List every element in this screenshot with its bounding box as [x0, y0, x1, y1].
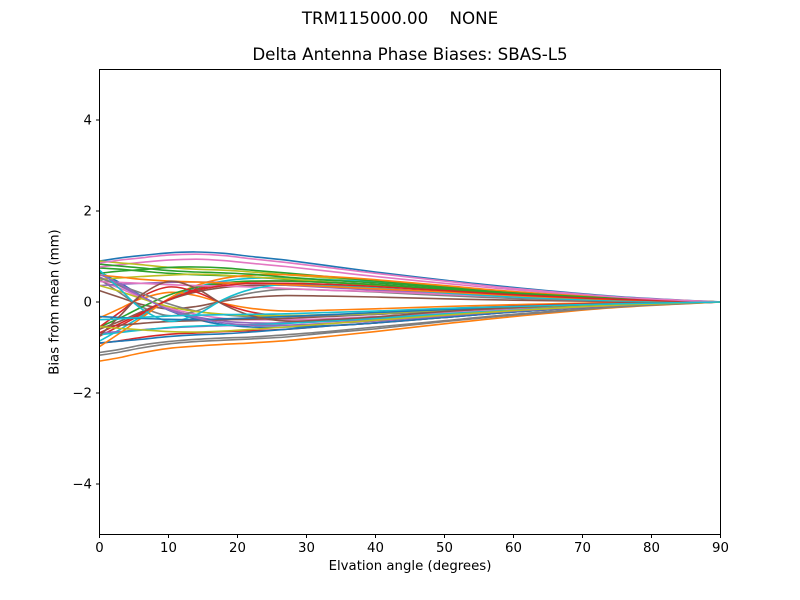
y-tick-label: −4	[72, 478, 92, 493]
series-line	[99, 301, 721, 354]
series-line	[99, 263, 721, 303]
x-tick-label: 20	[229, 541, 246, 556]
x-axis-label: Elvation angle (degrees)	[328, 559, 492, 574]
x-tick-label: 70	[574, 541, 591, 556]
series-line	[99, 273, 721, 348]
series-line	[99, 289, 721, 310]
y-tick-label: 4	[84, 114, 92, 129]
series-line	[99, 258, 721, 303]
series-line	[99, 291, 721, 319]
x-tick-label: 60	[505, 541, 522, 556]
y-tick-label: 0	[84, 296, 92, 311]
series-line	[99, 301, 721, 321]
series-line	[99, 301, 721, 362]
figure-suptitle: TRM115000.00 NONE	[301, 8, 499, 28]
x-tick-label: 40	[367, 541, 384, 556]
series-line	[99, 301, 721, 356]
x-tick-label: 0	[95, 541, 103, 556]
x-tick-label: 10	[160, 541, 177, 556]
x-tick-label: 90	[712, 541, 729, 556]
series-line	[99, 253, 721, 303]
series-line	[99, 251, 721, 303]
series-line	[99, 282, 721, 334]
y-tick-label: −2	[72, 387, 92, 402]
x-tick-label: 80	[643, 541, 660, 556]
x-tick-label: 30	[298, 541, 315, 556]
x-tick-label: 50	[436, 541, 453, 556]
series-line	[99, 280, 721, 328]
y-tick-label: 2	[84, 205, 92, 220]
axes-title: Delta Antenna Phase Biases: SBAS-L5	[252, 44, 568, 64]
series-line	[99, 301, 721, 333]
